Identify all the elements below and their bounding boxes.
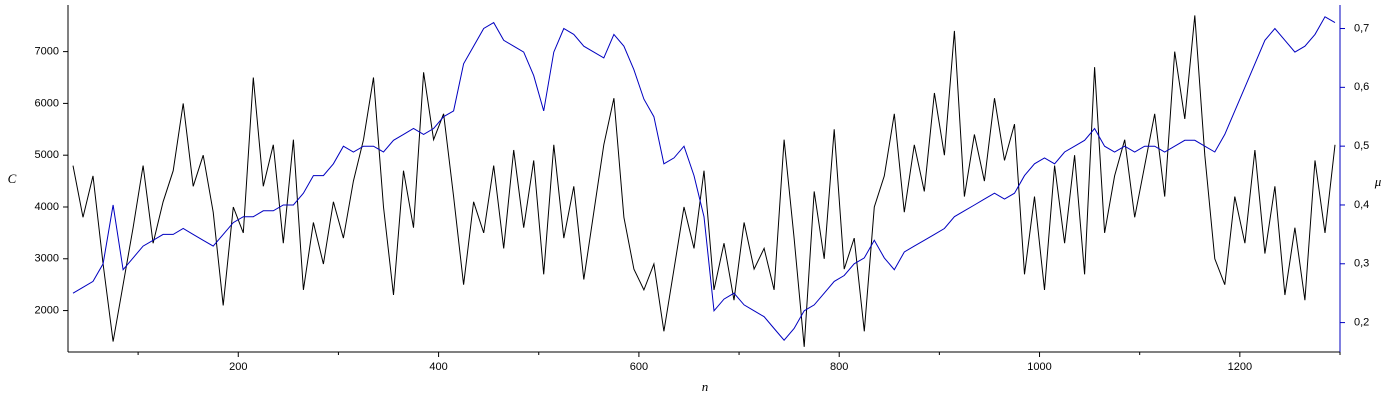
y-tick-label: 7000 [35, 46, 59, 58]
x-tick-label: 200 [229, 361, 247, 373]
y2-tick-label: 0,3 [1354, 258, 1369, 270]
y-tick-label: 6000 [35, 97, 59, 109]
y2-tick-label: 0,2 [1354, 316, 1369, 328]
x-tick-label: 1200 [1228, 361, 1252, 373]
y2-tick-label: 0,5 [1354, 140, 1369, 152]
x-tick-label: 600 [630, 361, 648, 373]
y-axis-label: C [8, 171, 17, 186]
series-line [72, 16, 1336, 341]
x-tick-label: 400 [429, 361, 447, 373]
x-tick-label: 1000 [1027, 361, 1051, 373]
y2-tick-label: 0,4 [1354, 199, 1369, 211]
x-axis-label: n [702, 379, 709, 394]
y2-axis-label: μ [1374, 174, 1382, 189]
y2-tick-label: 0,7 [1354, 22, 1369, 34]
series-line [72, 15, 1336, 347]
y-tick-label: 5000 [35, 149, 59, 161]
x-tick-label: 800 [830, 361, 848, 373]
y2-tick-label: 0,6 [1354, 81, 1369, 93]
y-tick-label: 3000 [35, 253, 59, 265]
y-tick-label: 4000 [35, 201, 59, 213]
y-tick-label: 2000 [35, 304, 59, 316]
